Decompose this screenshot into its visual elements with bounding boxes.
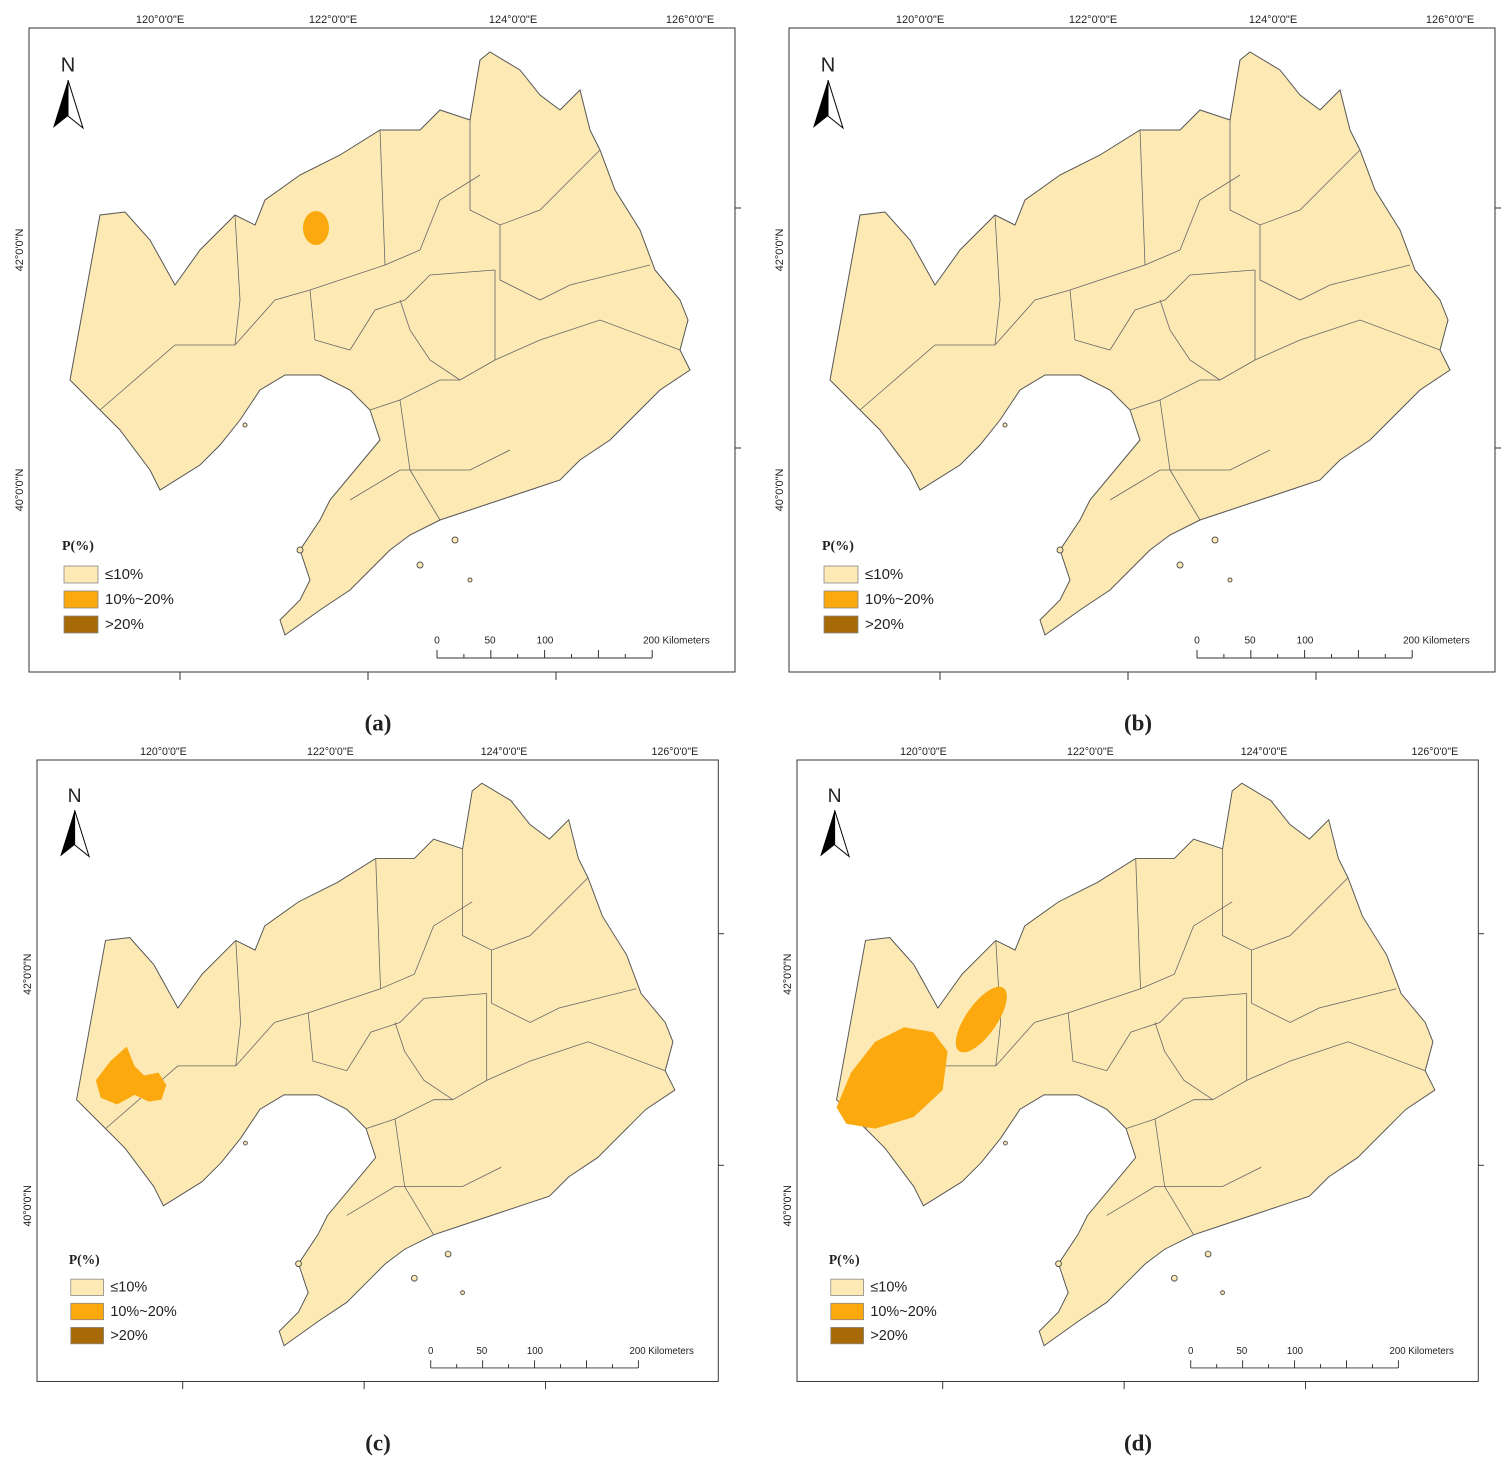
scale-bar-label: 0 [434,636,440,647]
legend-swatch [830,1327,864,1345]
province-outline [829,51,1451,636]
north-arrow-left [820,810,835,857]
legend-title: P(%) [62,539,94,554]
scale-bar-label: 0 [428,1346,433,1357]
north-label: N [61,54,75,76]
legend-swatch [63,590,99,609]
legend-label: ≤10% [870,1280,907,1296]
scale-bar-label: 50 [1244,636,1256,647]
scale-bar-label: 100 [1297,636,1314,647]
north-arrow-right [834,810,851,858]
map-frame [28,27,736,673]
map-frame [796,759,1479,1382]
latitude-label: 42°0'0"N [774,229,786,272]
legend-label: 10%~20% [105,591,174,608]
legend-swatch [63,615,99,634]
province-outline [69,51,691,636]
legend-title: P(%) [69,1252,100,1267]
latitude-label: 42°0'0"N [782,954,794,995]
north-arrow-right [74,810,91,858]
north-arrow-left [813,80,828,128]
legend-label: >20% [110,1328,148,1344]
legend-title: P(%) [829,1252,860,1267]
legend-label: >20% [865,616,904,633]
map-panel: 120°0'0"E 122°0'0"E 124°0'0"E 126°0'0"E 42°0… [14,14,741,680]
legend-label: ≤10% [110,1280,147,1296]
scale-bar-label: 100 [1287,1346,1303,1357]
longitude-label: 126°0'0"E [1426,14,1474,26]
latitude-label: 40°0'0"N [774,469,786,512]
latitude-label: 42°0'0"N [14,229,26,272]
panel-caption: (d) [1124,1430,1152,1455]
legend-label: >20% [870,1328,908,1344]
longitude-label: 122°0'0"E [309,14,357,26]
north-label: N [821,54,835,76]
north-label: N [828,786,842,807]
scale-bar-label: 50 [1236,1346,1247,1357]
longitude-label: 120°0'0"E [140,746,187,758]
longitude-label: 124°0'0"E [481,746,528,758]
panel-caption: (c) [365,1430,391,1455]
legend-swatch [823,590,859,609]
legend-label: >20% [105,616,144,633]
longitude-label: 122°0'0"E [1067,746,1114,758]
longitude-label: 124°0'0"E [1249,14,1297,26]
longitude-label: 124°0'0"E [489,14,537,26]
latitude-label: 42°0'0"N [22,954,34,995]
legend-label: ≤10% [865,566,903,583]
north-arrow-right [67,79,84,130]
longitude-label: 122°0'0"E [1069,14,1117,26]
scale-bar-label: 200 Kilometers [1403,636,1470,647]
panel-caption: (a) [365,710,392,735]
scale-bar-label: 200 Kilometers [630,1346,694,1357]
legend-swatch [70,1302,104,1321]
legend-swatch [830,1302,864,1321]
north-arrow-left [53,80,68,128]
longitude-label: 120°0'0"E [896,14,944,26]
longitude-label: 120°0'0"E [136,14,184,26]
map-frame [788,27,1496,673]
legend-label: 10%~20% [110,1304,177,1320]
north-label: N [68,786,82,807]
scale-bar-label: 200 Kilometers [643,636,710,647]
latitude-label: 40°0'0"N [22,1185,34,1226]
longitude-label: 126°0'0"E [652,746,699,758]
legend-swatch [70,1327,104,1345]
map-panel: 120°0'0"E 122°0'0"E 124°0'0"E 126°0'0"E 42°0… [774,14,1501,680]
latitude-label: 40°0'0"N [782,1185,794,1226]
longitude-label: 126°0'0"E [1412,746,1459,758]
scale-bar-label: 100 [527,1346,543,1357]
scale-bar-label: 100 [537,636,554,647]
north-arrow-right [827,79,844,130]
map-panel: 120°0'0"E 122°0'0"E 124°0'0"E 126°0'0"E 42°0… [782,746,1485,1390]
legend-swatch [830,1278,864,1296]
scale-bar-label: 50 [484,636,496,647]
province-outline [76,782,676,1347]
probability-zone [303,211,329,245]
legend-title: P(%) [822,539,854,554]
scale-bar-label: 50 [476,1346,487,1357]
legend-label: 10%~20% [865,591,934,608]
map-frame [36,759,719,1382]
legend-swatch [823,615,859,634]
scale-bar-label: 0 [1194,636,1200,647]
north-arrow-left [60,810,75,857]
map-panel: 120°0'0"E 122°0'0"E 124°0'0"E 126°0'0"E 42°0… [22,746,725,1390]
longitude-label: 124°0'0"E [1241,746,1288,758]
latitude-label: 40°0'0"N [14,469,26,512]
scale-bar-label: 200 Kilometers [1390,1346,1454,1357]
panel-caption: (b) [1124,710,1152,735]
legend-label: ≤10% [105,566,143,583]
longitude-label: 126°0'0"E [666,14,714,26]
longitude-label: 120°0'0"E [900,746,947,758]
legend-label: 10%~20% [870,1304,937,1320]
longitude-label: 122°0'0"E [307,746,354,758]
legend-swatch [70,1278,104,1296]
legend-swatch [63,565,99,584]
legend-swatch [823,565,859,584]
scale-bar-label: 0 [1188,1346,1193,1357]
